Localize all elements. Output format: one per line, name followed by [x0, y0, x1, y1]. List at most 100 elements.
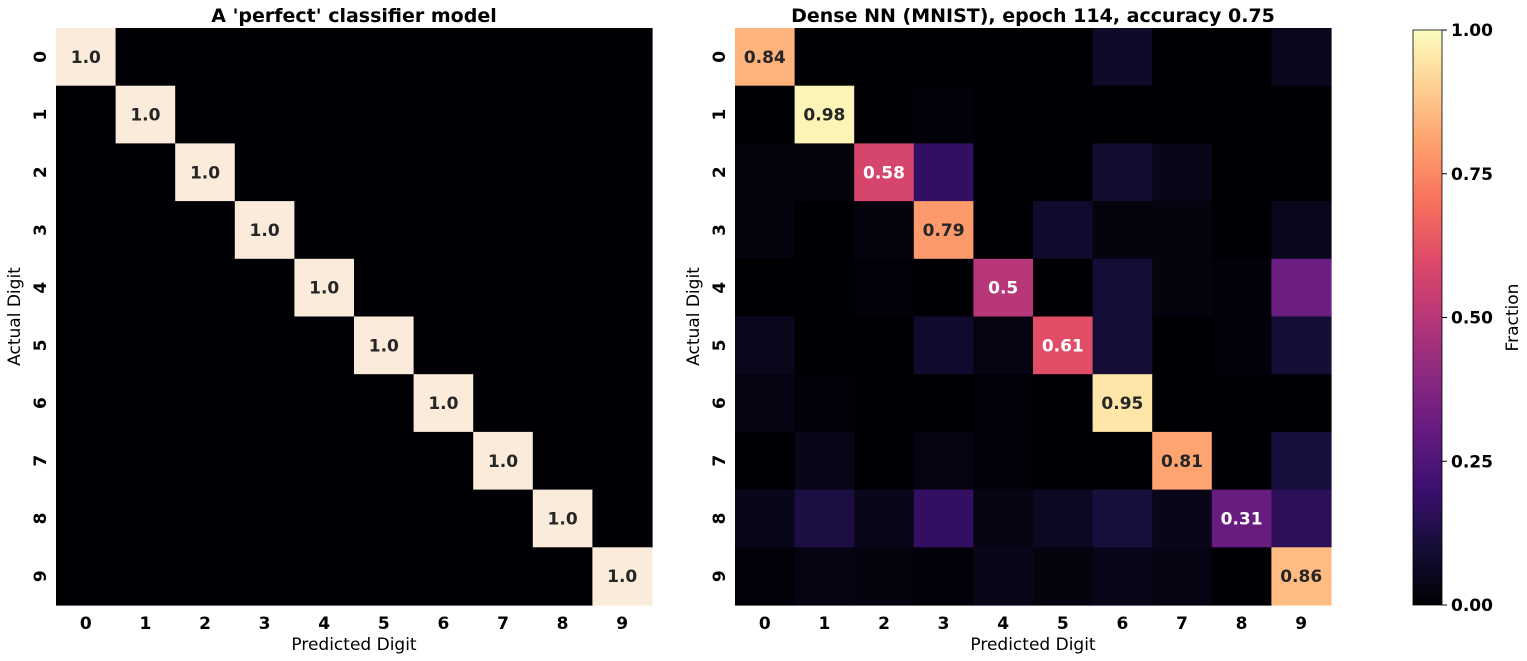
left-cell-r7-c5: [354, 431, 415, 491]
left-cell-r1-c9: [592, 85, 653, 144]
right-cell-annotation: 0.95: [1101, 394, 1143, 414]
left-cell-r3-c7: [473, 201, 534, 260]
right-cell-r2-c8: [1211, 143, 1272, 202]
right-cell-r5-c6: [1092, 316, 1153, 375]
left-cell-r9-c1: [115, 547, 176, 606]
left-cell-r7-c9: [592, 431, 653, 491]
right-cell-r2-c4: [973, 143, 1034, 202]
right-cell-annotation: 0.79: [923, 221, 965, 241]
left-cell-r2-c6: [413, 143, 474, 202]
left-cell-r9-c5: [354, 547, 415, 606]
left-cell-r6-c5: [354, 374, 415, 433]
left-cell-r0-c8: [532, 28, 593, 87]
right-cell-annotation: 0.81: [1161, 452, 1203, 472]
right-cell-r3-c7: [1152, 201, 1213, 260]
left-cell-r5-c5: [354, 316, 415, 375]
right-cell-r5-c0: [735, 316, 796, 375]
left-cell-r0-c2: [175, 28, 236, 87]
left-cell-r5-c9: [592, 316, 653, 375]
right-cell-r1-c3: [913, 85, 974, 144]
right-cell-annotation: 0.84: [744, 48, 786, 68]
left-cell-annotation: 1.0: [369, 336, 399, 356]
right-cell-r3-c2: [854, 201, 915, 260]
left-cell-r1-c0: [56, 85, 117, 144]
left-y-tick-label: 2: [31, 166, 51, 178]
right-cell-r5-c8: [1211, 316, 1272, 375]
left-cell-r4-c0: [56, 258, 117, 318]
right-cell-r2-c0: [735, 143, 796, 202]
left-x-tick-label: 8: [557, 614, 569, 634]
colorbar: 0.00 0.25 0.50 0.75 1.00 Fraction: [1412, 21, 1523, 616]
left-cell-r1-c8: [532, 85, 593, 144]
right-cell-r3-c8: [1211, 201, 1272, 260]
right-y-tick-label: 0: [710, 51, 730, 63]
left-cell-r2-c9: [592, 143, 653, 202]
right-x-tick-label: 2: [878, 614, 890, 634]
right-cell-r2-c6: [1092, 143, 1153, 202]
right-y-tick-label: 4: [710, 282, 730, 294]
right-x-tick-label: 0: [759, 614, 771, 634]
left-cell-r2-c5: [354, 143, 415, 202]
left-x-tick-label: 5: [378, 614, 390, 634]
left-cell-r5-c1: [115, 316, 176, 375]
left-cell-r2-c4: [294, 143, 355, 202]
left-cell-r2-c3: [234, 143, 295, 202]
left-cell-r8-c6: [413, 489, 474, 548]
left-cell-r9-c8: [532, 547, 593, 606]
left-cell-r0-c7: [473, 28, 534, 87]
left-cell-r4-c3: [234, 258, 295, 318]
left-cell-r7-c1: [115, 431, 176, 491]
right-cell-r8-c7: [1152, 489, 1213, 548]
right-cell-r4-c9: [1271, 258, 1332, 318]
right-cell-annotation: 0.5: [988, 279, 1018, 299]
colorbar-tick-label: 0.25: [1451, 452, 1493, 472]
left-cell-r7-c7: [473, 431, 534, 491]
right-cell-r0-c9: [1271, 28, 1332, 87]
right-cell-r0-c5: [1033, 28, 1094, 87]
left-x-tick-label: 6: [437, 614, 449, 634]
left-cell-r2-c7: [473, 143, 534, 202]
colorbar-tick-label: 1.00: [1451, 21, 1493, 41]
colorbar-tick-label: 0.50: [1451, 309, 1493, 329]
left-cell-r0-c3: [234, 28, 295, 87]
right-cell-r7-c1: [794, 431, 855, 491]
right-cell-r2-c3: [913, 143, 974, 202]
right-cell-r0-c8: [1211, 28, 1272, 87]
right-cell-r6-c1: [794, 374, 855, 433]
right-cell-r6-c8: [1211, 374, 1272, 433]
right-cell-annotation: 0.86: [1280, 567, 1322, 587]
right-cell-r5-c5: [1033, 316, 1094, 375]
left-x-tick-label: 1: [139, 614, 151, 634]
right-cell-r1-c6: [1092, 85, 1153, 144]
right-cell-r0-c6: [1092, 28, 1153, 87]
right-y-tick-label: 6: [710, 397, 730, 409]
right-cell-r9-c9: [1271, 547, 1332, 606]
left-y-tick-label: 4: [31, 282, 51, 294]
right-y-tick-label: 3: [710, 224, 730, 236]
left-cell-r8-c7: [473, 489, 534, 548]
colorbar-tick-label: 0.75: [1451, 165, 1493, 185]
left-x-axis-label: Predicted Digit: [291, 635, 417, 655]
right-cell-r6-c7: [1152, 374, 1213, 433]
right-x-tick-label: 5: [1057, 614, 1069, 634]
right-cell-r3-c1: [794, 201, 855, 260]
left-cell-r2-c1: [115, 143, 176, 202]
left-cell-r0-c9: [592, 28, 653, 87]
right-cell-r8-c3: [913, 489, 974, 548]
right-cell-r7-c2: [854, 431, 915, 491]
right-cell-r9-c2: [854, 547, 915, 606]
left-cell-r8-c8: [532, 489, 593, 548]
left-x-tick-label: 4: [318, 614, 330, 634]
left-cell-r5-c2: [175, 316, 236, 375]
colorbar-tick-label: 0.00: [1451, 596, 1493, 616]
right-cell-r1-c2: [854, 85, 915, 144]
right-x-tick-label: 1: [818, 614, 830, 634]
right-cell-r4-c0: [735, 258, 796, 318]
right-cell-r3-c4: [973, 201, 1034, 260]
right-cell-r2-c2: [854, 143, 915, 202]
right-cell-r4-c6: [1092, 258, 1153, 318]
left-cell-r9-c4: [294, 547, 355, 606]
right-cell-r8-c0: [735, 489, 796, 548]
right-y-axis-label: Actual Digit: [684, 267, 704, 366]
